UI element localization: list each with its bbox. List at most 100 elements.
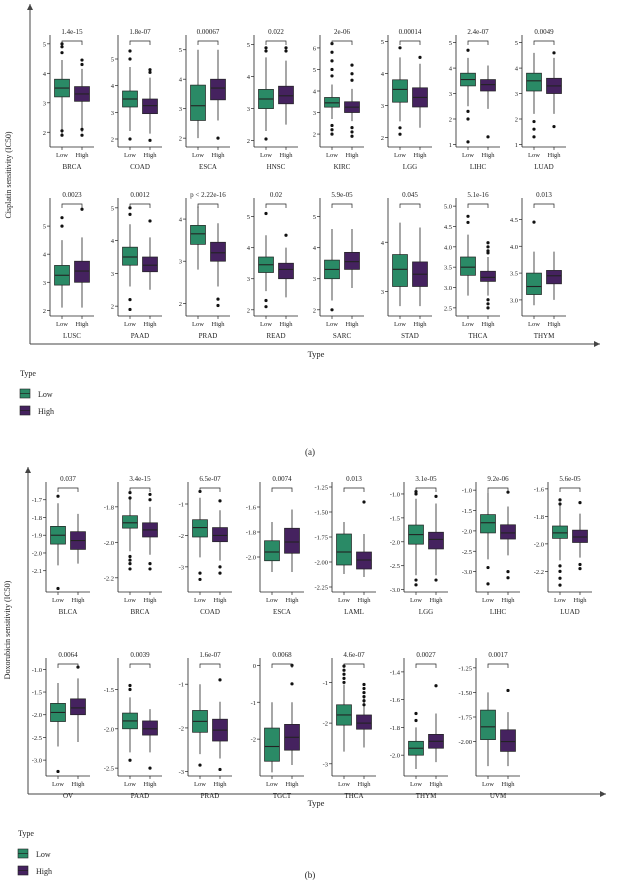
box-high — [278, 85, 294, 105]
y-tick-label: 2 — [179, 301, 182, 308]
subplot-title: SARC — [333, 332, 352, 340]
p-value: 1.8e-07 — [129, 28, 151, 36]
y-tick-label: 2 — [515, 117, 518, 124]
outlier-low — [264, 305, 268, 309]
outlier-low — [128, 491, 132, 495]
outlier-low — [56, 769, 60, 774]
y-tick-label: 5.0 — [444, 204, 452, 211]
subplot-read: 2 3 4 5 Low High 0.02 READ — [247, 191, 298, 340]
x-axis-title: Type — [308, 798, 325, 808]
subplot-title: PAAD — [131, 332, 149, 340]
outlier-low — [414, 718, 418, 723]
x-tick-label: Low — [338, 781, 350, 788]
y-tick-label: 2.5 — [444, 305, 452, 312]
y-tick-label: 2 — [247, 138, 250, 145]
outlier-high — [506, 688, 510, 693]
y-tick-label: 3 — [449, 91, 452, 98]
outlier-low — [56, 494, 60, 498]
y-tick-label: -2.2 — [534, 569, 544, 576]
outlier-high — [486, 306, 490, 310]
x-tick-label: Low — [482, 781, 494, 788]
outlier-high — [148, 70, 152, 74]
outlier-low — [330, 128, 334, 132]
outlier-low — [330, 59, 334, 63]
outlier-high — [362, 686, 366, 691]
legend-title: Type — [18, 829, 34, 838]
outlier-low — [198, 571, 202, 575]
p-value: 3.1e-05 — [415, 475, 437, 483]
panel-label: (a) — [305, 447, 315, 457]
box-low — [526, 72, 542, 92]
subplot-title: LIHC — [470, 163, 487, 171]
outlier-high — [362, 682, 366, 687]
outlier-high — [350, 130, 354, 134]
y-tick-label: -2 — [251, 737, 256, 744]
y-tick-label: 4 — [247, 74, 251, 81]
x-tick-label: High — [358, 781, 372, 788]
y-tick-label: 3 — [43, 100, 46, 107]
comparison-bracket — [271, 663, 293, 668]
y-tick-label: 2 — [111, 304, 114, 311]
subplot-title: THCA — [468, 332, 487, 340]
outlier-high — [290, 682, 294, 686]
subplot-title: STAD — [401, 332, 419, 340]
x-tick-label: Low — [52, 597, 64, 604]
p-value: 0.045 — [402, 191, 418, 199]
y-tick-label: 3.0 — [444, 285, 452, 292]
x-tick-label: High — [430, 597, 444, 604]
box-high — [142, 720, 158, 736]
box-high — [480, 270, 496, 282]
y-tick-label: 3 — [515, 91, 518, 98]
outlier-low — [466, 220, 470, 225]
y-tick-label: -1.8 — [390, 725, 400, 732]
y-tick-label: 2 — [449, 117, 452, 124]
outlier-low — [60, 51, 64, 55]
y-tick-label: 0 — [253, 663, 256, 670]
outlier-high — [486, 251, 490, 255]
y-tick-label: 5 — [313, 67, 316, 74]
y-tick-label: -1.75 — [314, 535, 328, 542]
x-tick-label: Low — [124, 321, 136, 328]
y-tick-label: -1 — [179, 682, 184, 689]
outlier-high — [506, 490, 510, 494]
comparison-bracket — [533, 203, 555, 208]
y-tick-label: 2 — [179, 136, 182, 143]
y-tick-label: -2 — [323, 721, 328, 728]
y-tick-label: 4 — [111, 238, 115, 245]
y-tick-label: 4 — [313, 89, 317, 96]
y-tick-label: 5 — [313, 214, 316, 221]
y-tick-label: -2.2 — [104, 575, 114, 582]
subplot-title: LGG — [403, 163, 417, 171]
y-tick-label: -2.25 — [314, 585, 328, 592]
outlier-high — [218, 678, 222, 682]
box-high — [572, 529, 588, 543]
box-high — [428, 531, 444, 550]
x-tick-label: High — [144, 781, 158, 788]
outlier-low — [466, 109, 470, 113]
y-tick-label: -1.50 — [458, 690, 472, 697]
outlier-low — [466, 214, 470, 218]
outlier-high — [486, 302, 490, 306]
p-value: 5.1e-16 — [467, 191, 489, 199]
y-tick-label: 3 — [111, 271, 114, 278]
comparison-bracket — [197, 40, 219, 45]
comparison-bracket — [487, 663, 509, 668]
outlier-high — [218, 499, 222, 503]
outlier-low — [342, 672, 346, 676]
y-tick-label: -2.0 — [104, 540, 114, 547]
comparison-bracket — [57, 487, 79, 492]
x-tick-label: Low — [194, 597, 206, 604]
box-low — [460, 256, 476, 276]
box-high — [546, 270, 562, 285]
y-tick-label: 3 — [313, 276, 316, 283]
x-tick-label: Low — [482, 597, 494, 604]
y-tick-label: 1 — [515, 142, 518, 149]
outlier-high — [362, 500, 366, 504]
y-tick-label: 3 — [247, 276, 250, 283]
outlier-low — [128, 687, 132, 692]
outlier-high — [506, 576, 510, 580]
subplot-title: THCA — [344, 792, 363, 800]
y-tick-label: -1.6 — [534, 486, 545, 493]
outlier-low — [414, 492, 418, 496]
subplot-title: KIRC — [334, 163, 351, 171]
